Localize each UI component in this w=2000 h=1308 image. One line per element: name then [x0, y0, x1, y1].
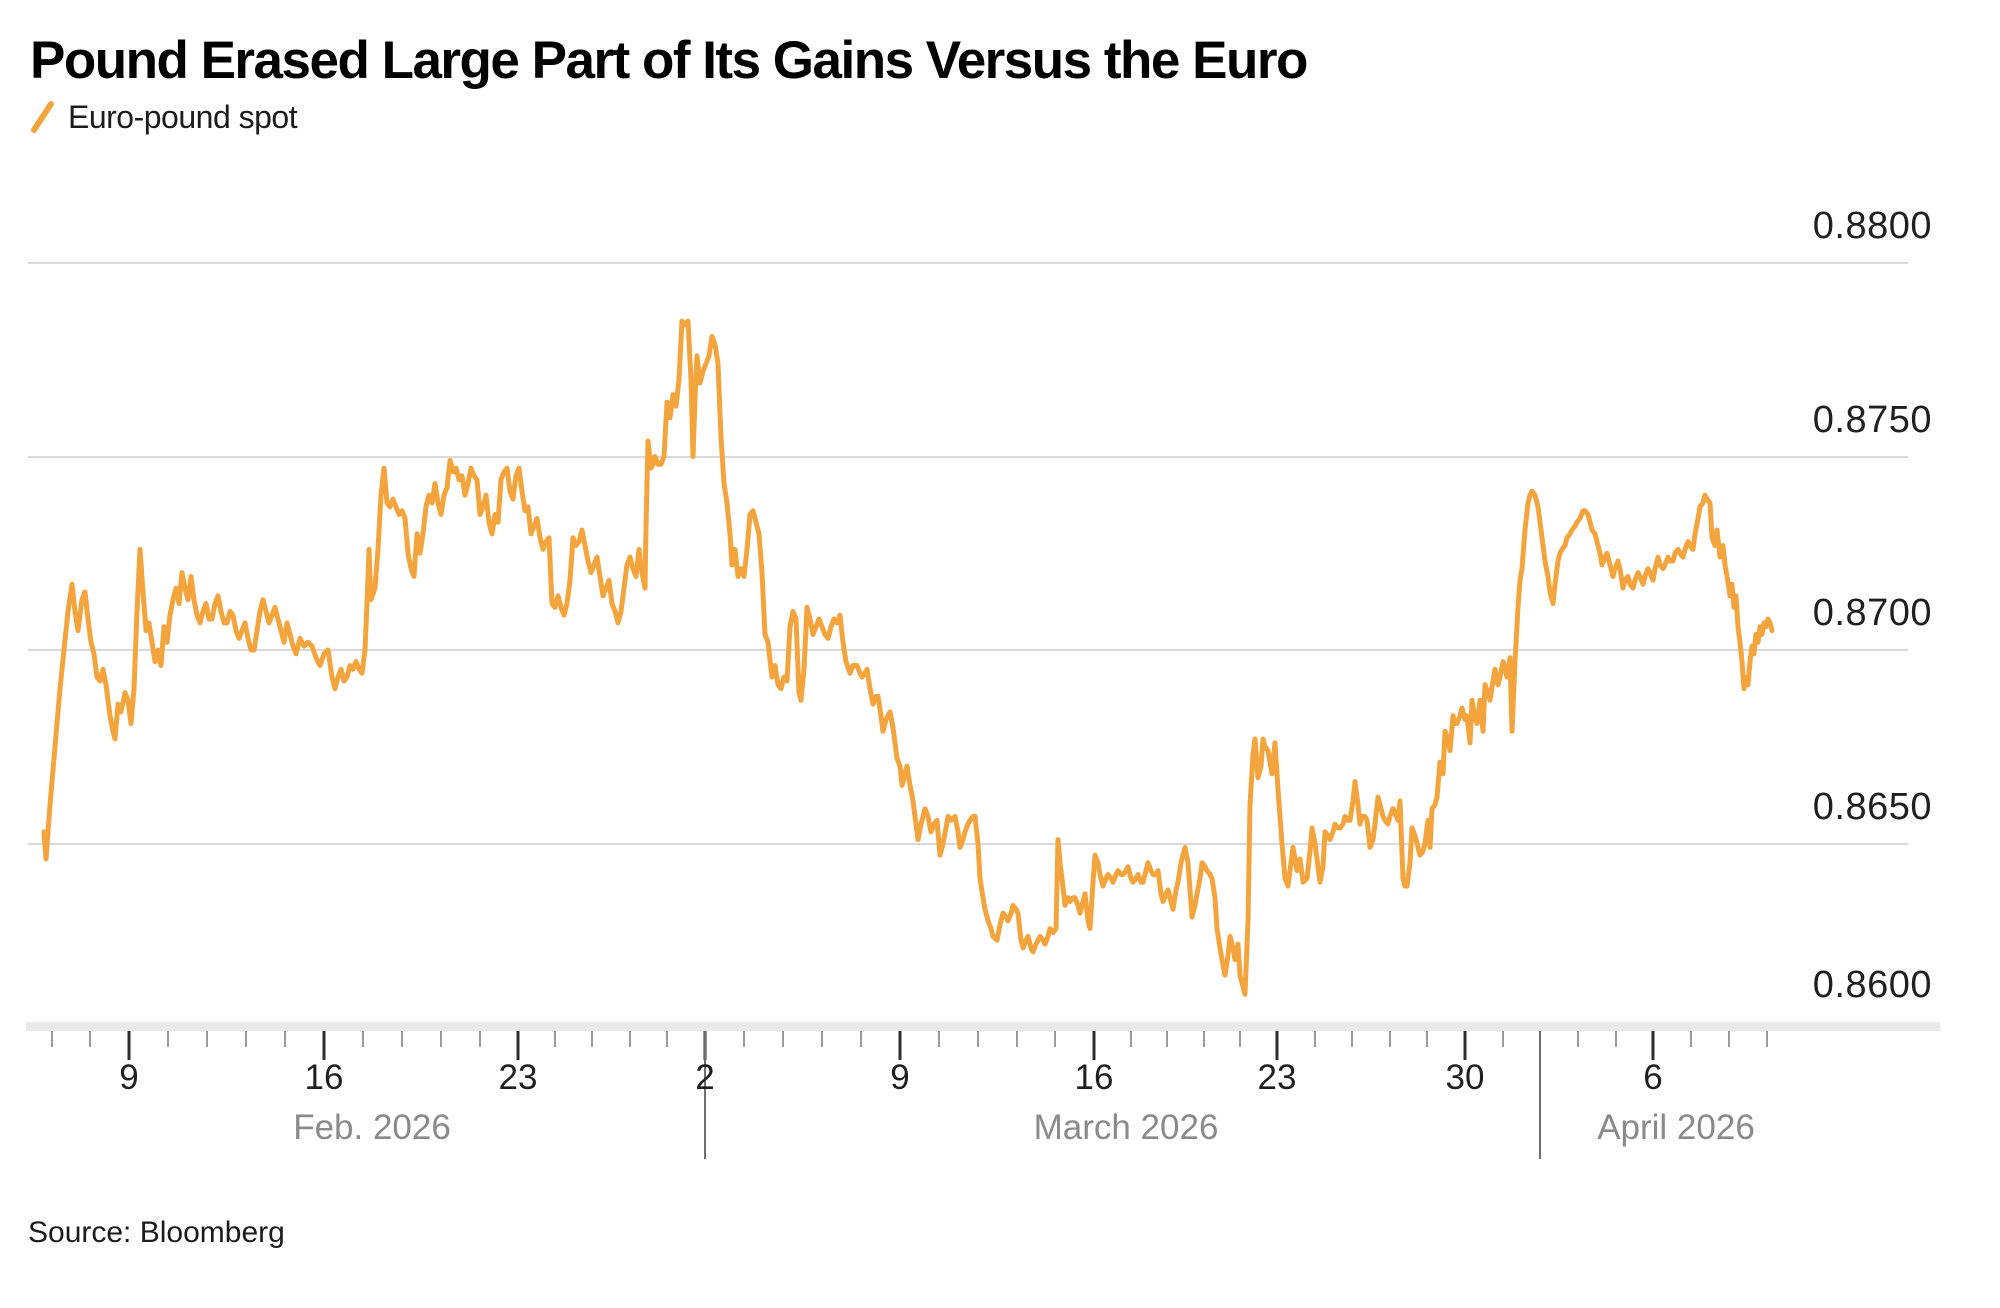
legend-label: Euro-pound spot — [68, 98, 298, 135]
x-axis-label: 16 — [1074, 1058, 1114, 1097]
series-line-euro-pound-spot — [41, 318, 1775, 997]
y-axis-label: 0.8600 — [1812, 964, 1932, 1006]
month-label: April 2026 — [1597, 1108, 1755, 1147]
x-axis-label: 23 — [498, 1058, 538, 1097]
x-axis-bar — [26, 1022, 1940, 1031]
x-axis-label: 23 — [1257, 1058, 1297, 1097]
y-axis-label: 0.8750 — [1812, 399, 1932, 441]
x-axis-label: 9 — [890, 1058, 910, 1097]
x-axis-label: 2 — [695, 1058, 715, 1097]
month-label: March 2026 — [1033, 1108, 1219, 1147]
y-axis-label: 0.8700 — [1812, 592, 1932, 634]
source-note: Source: Bloomberg — [28, 1216, 285, 1249]
legend: Euro-pound spot — [28, 96, 298, 138]
chart-title: Pound Erased Large Part of Its Gains Ver… — [30, 31, 1308, 90]
x-axis-label: 30 — [1445, 1058, 1485, 1097]
x-axis-label: 6 — [1643, 1058, 1663, 1097]
y-axis-label: 0.8650 — [1812, 786, 1932, 828]
y-axis-label: 0.8800 — [1812, 205, 1932, 247]
legend-slash-icon — [31, 101, 54, 133]
x-axis-label: 16 — [304, 1058, 344, 1097]
x-axis-label: 9 — [119, 1058, 139, 1097]
month-label: Feb. 2026 — [293, 1108, 451, 1147]
